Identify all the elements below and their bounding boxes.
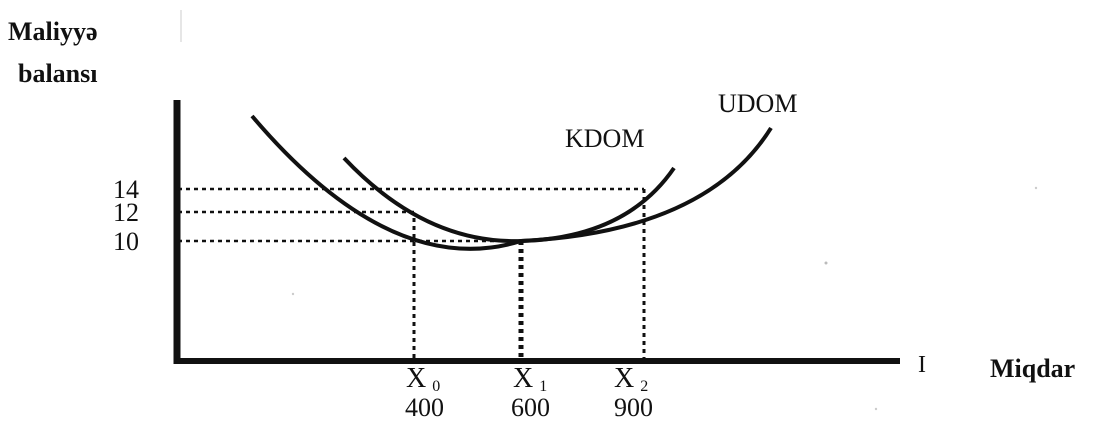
y-axis-label-line1: Maliyyə: [8, 17, 98, 46]
kdom-label: KDOM: [565, 124, 644, 153]
x-axis-label: Miqdar: [990, 354, 1075, 383]
x-axis-end-mark: I: [918, 352, 926, 378]
speck: [1034, 186, 1038, 190]
y-tick-10: 10: [113, 227, 139, 256]
speck: [874, 407, 878, 411]
speck: [824, 261, 828, 265]
y-tick-12: 12: [113, 198, 139, 227]
y-tick-14: 14: [113, 175, 139, 204]
udom-label: UDOM: [718, 89, 797, 118]
y-axis-label-line2: balansı: [18, 59, 98, 88]
x-tick-value-2: 900: [614, 393, 653, 421]
x-tick-value-0: 400: [405, 393, 444, 421]
x-tick-value-1: 600: [511, 393, 550, 421]
speck: [291, 292, 295, 296]
kdom-curve: [342, 156, 676, 244]
udom-curve: [250, 114, 773, 251]
